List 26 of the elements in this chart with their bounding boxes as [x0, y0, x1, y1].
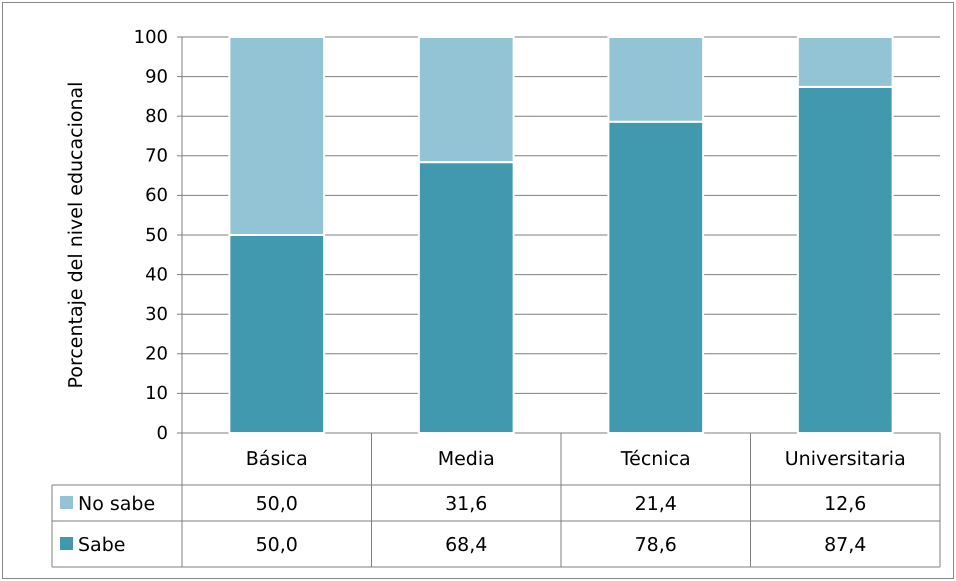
y-tick-label: 100 — [134, 26, 168, 48]
data-label: 21,4 — [634, 493, 677, 515]
y-tick-label: 0 — [156, 422, 168, 444]
legend-label: Sabe — [78, 534, 126, 556]
y-tick-label: 40 — [145, 264, 168, 286]
y-tick-label: 90 — [145, 66, 168, 88]
y-tick-label: 80 — [145, 106, 168, 127]
data-label: 50,0 — [256, 493, 298, 515]
x-tick-label: Media — [438, 448, 495, 470]
data-label: 31,6 — [445, 493, 488, 515]
data-label: 68,4 — [445, 534, 488, 556]
data-label: 78,6 — [634, 534, 677, 556]
y-axis-title: Porcentaje del nivel educacional — [65, 82, 87, 388]
y-tick-label: 70 — [145, 146, 168, 167]
data-label: 12,6 — [824, 493, 866, 515]
x-tick-label: Básica — [246, 448, 308, 470]
x-tick-label: Técnica — [620, 448, 691, 470]
y-tick-label: 50 — [145, 224, 168, 246]
y-tick-label: 60 — [145, 185, 168, 206]
y-tick-label: 10 — [145, 383, 168, 404]
y-tick-label: 20 — [145, 344, 168, 365]
x-tick-label: Universitaria — [784, 448, 906, 470]
data-label: 50,0 — [256, 534, 298, 556]
y-tick-label: 30 — [145, 304, 168, 325]
legend-label: No sabe — [78, 493, 156, 515]
data-label: 87,4 — [824, 534, 866, 556]
